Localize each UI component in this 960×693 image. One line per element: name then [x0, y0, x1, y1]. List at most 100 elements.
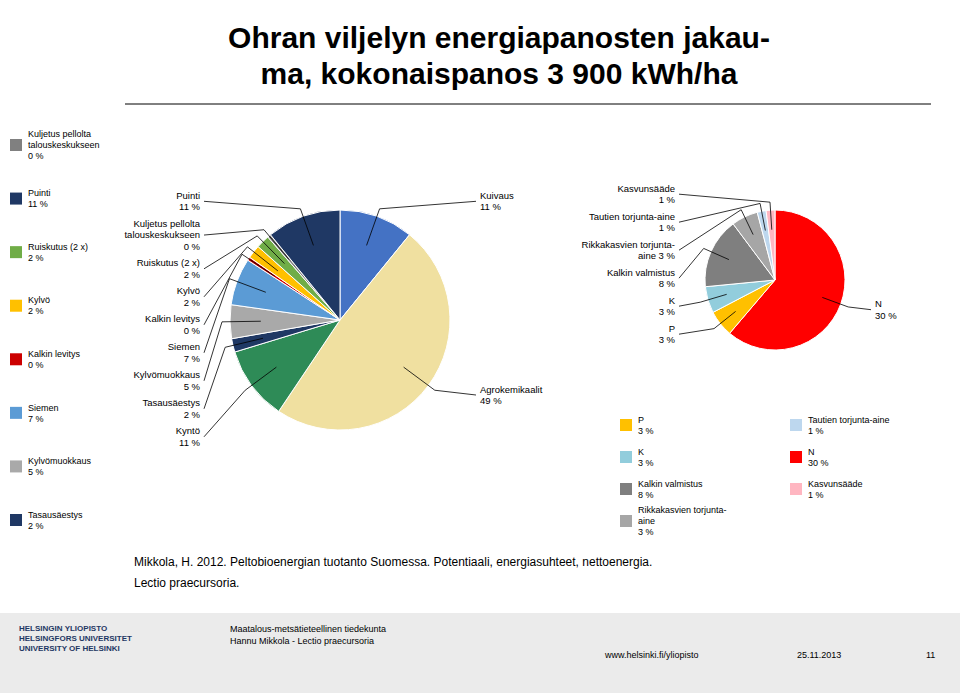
data-label-line: Kasvunsääde	[617, 183, 675, 194]
legend-label-line: 3 %	[638, 458, 654, 468]
legend-swatch	[790, 451, 802, 463]
data-label-line: K	[669, 295, 676, 306]
legend-label-line: Kylvömuokkaus	[28, 456, 92, 466]
data-label-line: Kalkin levitys	[145, 313, 200, 324]
data-label-line: 11 %	[480, 201, 502, 212]
data-label: Kasvunsääde1 %	[617, 183, 675, 206]
legend-label-line: 2 %	[28, 521, 44, 531]
data-label-line: P	[669, 323, 675, 334]
data-label-line: 11 %	[179, 437, 201, 448]
footer-page: 11	[926, 650, 935, 660]
legend-label-line: 1 %	[808, 490, 824, 500]
leader-line	[404, 367, 476, 395]
data-label-line: 1 %	[659, 194, 676, 205]
legend-label-line: 2 %	[28, 253, 44, 263]
footer-institution-line: HELSINGIN YLIOPISTO	[19, 624, 107, 633]
leader-line	[204, 230, 289, 260]
data-label-line: aine 3 %	[638, 250, 676, 261]
legend-swatch	[790, 483, 802, 495]
legend-entry: Kylvömuokkaus5 %	[10, 456, 92, 477]
legend-swatch	[10, 514, 22, 526]
data-label: Ruiskutus (2 x)2 %	[137, 257, 201, 280]
leader-line	[679, 294, 727, 306]
data-label-line: 8 %	[659, 278, 676, 289]
data-label-line: 2 %	[184, 409, 201, 420]
data-label-line: 49 %	[480, 395, 502, 406]
pie-1: N30 %P3 %K3 %Kalkin valmistus8 %Rikkakas…	[582, 183, 898, 350]
data-label-line: Kylvö	[177, 285, 200, 296]
legend-entry: Tautien torjunta-aine1 %	[790, 415, 890, 436]
legend-label-line: 7 %	[28, 414, 44, 424]
legend-label: Kasvunsääde1 %	[808, 479, 863, 500]
legend-entry: Siemen7 %	[10, 403, 59, 424]
annotations: Mikkola, H. 2012. Peltobioenergian tuota…	[19, 555, 935, 660]
legend-entry: Kylvö2 %	[10, 295, 50, 316]
legend-label: Tasausäestys2 %	[28, 510, 83, 531]
legend-entry: Kuljetus pelloltatalouskeskukseen0 %	[10, 129, 100, 161]
legend-label-line: Tasausäestys	[28, 510, 83, 520]
legend-label: Rikkakasvien torjunta-aine3 %	[638, 505, 727, 537]
data-label-line: 0 %	[184, 325, 201, 336]
leader-line	[204, 254, 274, 325]
legend-label-line: Rikkakasvien torjunta-	[638, 505, 727, 515]
data-label-line: Agrokemikaalit	[480, 384, 543, 395]
data-label-line: 7 %	[184, 353, 201, 364]
footer-faculty: Maatalous-metsätieteellinen tiedekunta Ha…	[230, 624, 386, 646]
leader-line	[679, 210, 753, 250]
legend-label-line: 1 %	[808, 426, 824, 436]
footer-faculty-line: Maatalous-metsätieteellinen tiedekunta	[230, 624, 386, 634]
footer-faculty-line: Hannu Mikkola - Lectio praecursoria	[230, 636, 374, 646]
legend-label-line: 5 %	[28, 467, 44, 477]
data-label: Siemen7 %	[168, 341, 201, 364]
leader-line	[679, 203, 765, 230]
chart-canvas: Ohran viljelyn energiapanosten jakau-ma,…	[0, 0, 960, 693]
leader-line	[204, 236, 284, 269]
data-labels: Kuivaus11 %Agrokemikaalit49 %Kyntö11 %Ta…	[124, 190, 542, 448]
legend-label-line: Kalkin valmistus	[638, 479, 703, 489]
data-label-line: N	[875, 298, 882, 309]
legend-swatch	[10, 460, 22, 472]
slices	[705, 210, 845, 350]
data-labels: N30 %P3 %K3 %Kalkin valmistus8 %Rikkakas…	[582, 183, 898, 346]
legend-label-line: 3 %	[638, 527, 654, 537]
leader-line	[679, 311, 736, 334]
leader-line	[204, 279, 266, 353]
pie-slice	[270, 210, 340, 320]
data-label-line: 11 %	[179, 201, 201, 212]
pie-0: Kuivaus11 %Agrokemikaalit49 %Kyntö11 %Ta…	[124, 190, 542, 448]
footer-text-line: Lectio praecursoria.	[134, 576, 239, 590]
leader-line	[204, 338, 263, 408]
chart-title-line: ma, kokonaispanos 3 900 kWh/ha	[261, 57, 738, 90]
legend-swatch	[10, 193, 22, 205]
data-label-line: 3 %	[659, 306, 676, 317]
leader-line	[367, 201, 476, 245]
footer-url-line: www.helsinki.fi/yliopisto	[604, 650, 699, 660]
footer-bar	[0, 613, 960, 693]
data-label: P3 %	[659, 323, 676, 346]
legend-label-line: Ruiskutus (2 x)	[28, 242, 88, 252]
pie-slice	[766, 210, 775, 280]
legend-label: Tautien torjunta-aine1 %	[808, 415, 890, 436]
data-label: Kalkin levitys0 %	[145, 313, 200, 336]
data-label-line: Puinti	[176, 190, 200, 201]
title-group: Ohran viljelyn energiapanosten jakau-ma,…	[228, 21, 770, 90]
data-label: Kuljetus pelloltatalouskeskukseen0 %	[124, 218, 200, 252]
legend-label: Kalkin levitys0 %	[28, 349, 81, 370]
legend-label-line: Kalkin levitys	[28, 349, 81, 359]
data-label: Agrokemikaalit49 %	[480, 384, 543, 407]
legend-label: Siemen7 %	[28, 403, 59, 424]
legend-label-line: P	[638, 415, 644, 425]
footer-institution: HELSINGIN YLIOPISTOHELSINGFORS UNIVERSIT…	[19, 624, 132, 653]
data-label-line: 5 %	[184, 381, 201, 392]
data-label-line: Kuivaus	[480, 190, 514, 201]
legend-swatch	[620, 419, 632, 431]
legend-label-line: Tautien torjunta-aine	[808, 415, 890, 425]
legend-label-line: Kylvö	[28, 295, 50, 305]
data-label-line: Tautien torjunta-aine	[589, 211, 675, 222]
legend-entry: P3 %	[620, 415, 654, 436]
legend-label-line: N	[808, 447, 815, 457]
legend-label-line: 30 %	[808, 458, 829, 468]
legend-label: Kylvö2 %	[28, 295, 50, 316]
legend-label-line: 0 %	[28, 151, 44, 161]
data-label: Tautien torjunta-aine1 %	[589, 211, 676, 234]
